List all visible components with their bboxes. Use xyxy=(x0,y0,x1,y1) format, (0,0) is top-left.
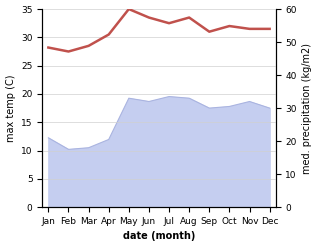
Y-axis label: med. precipitation (kg/m2): med. precipitation (kg/m2) xyxy=(302,43,313,174)
Y-axis label: max temp (C): max temp (C) xyxy=(5,74,16,142)
X-axis label: date (month): date (month) xyxy=(123,231,195,242)
